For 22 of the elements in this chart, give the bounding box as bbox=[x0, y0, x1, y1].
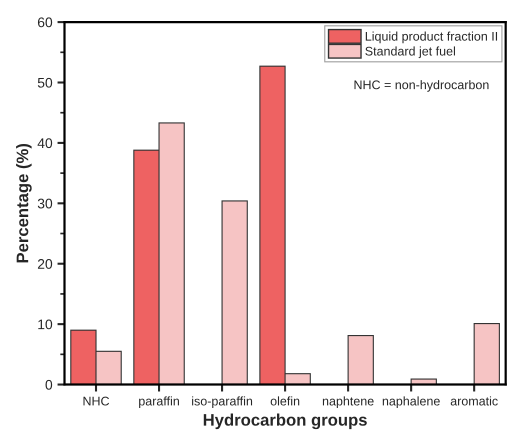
bar bbox=[222, 200, 248, 385]
bar bbox=[474, 322, 500, 385]
y-axis-title: Percentage (%) bbox=[16, 144, 32, 262]
x-tick-label: naphalene bbox=[382, 396, 440, 408]
y-tick-label: 20 bbox=[38, 259, 52, 269]
y-tick-label: 40 bbox=[38, 138, 52, 148]
y-tick-label: 60 bbox=[38, 17, 52, 28]
y-tick-label: 50 bbox=[38, 78, 52, 88]
x-tick-label: iso-paraffin bbox=[192, 396, 252, 408]
x-tick-label: paraffin bbox=[139, 396, 179, 408]
x-tick-label: NHC bbox=[83, 396, 110, 406]
x-axis-title: Hydrocarbon groups bbox=[204, 414, 367, 430]
annotation: NHC = non-hydrocarbon bbox=[354, 80, 488, 92]
x-tick-label: aromatic bbox=[450, 396, 498, 406]
y-tick-label: 10 bbox=[38, 319, 52, 330]
x-tick-label: olefin bbox=[270, 396, 300, 406]
y-tick-label: 0 bbox=[46, 380, 52, 390]
legend-label: Liquid product fraction II bbox=[366, 32, 498, 44]
y-tick-label: 30 bbox=[38, 198, 52, 208]
bar bbox=[348, 335, 374, 385]
legend-label: Standard jet fuel bbox=[365, 46, 455, 58]
x-tick-label: naphtene bbox=[322, 396, 374, 408]
